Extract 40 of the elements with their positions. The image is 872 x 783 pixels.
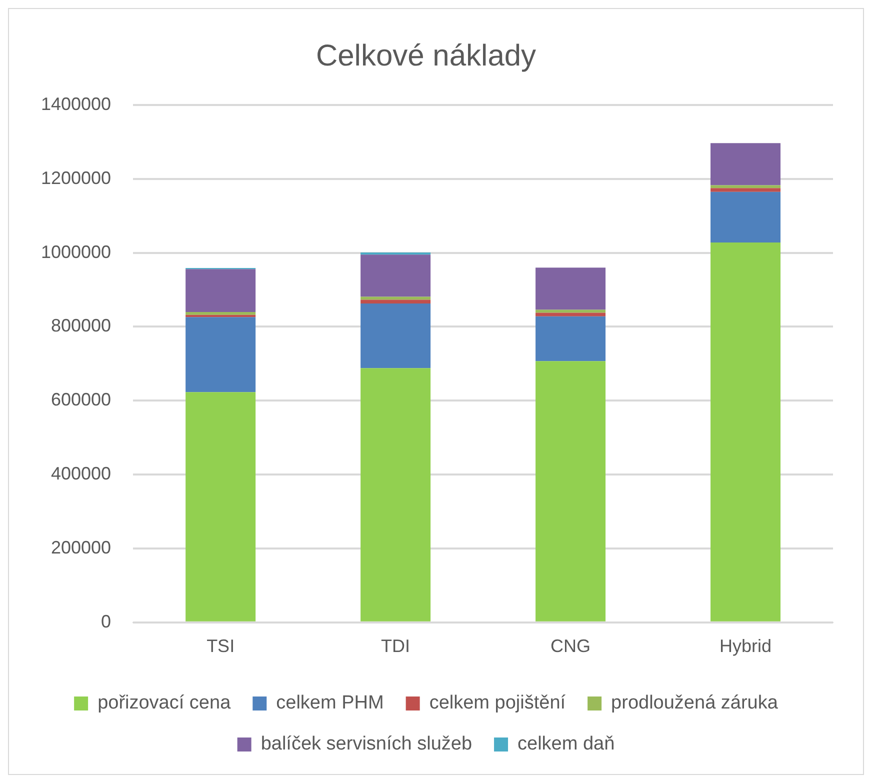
x-tick-label: Hybrid <box>720 636 772 656</box>
bar <box>536 310 606 313</box>
x-tick-label: TSI <box>206 636 235 656</box>
bar <box>360 296 431 300</box>
legend-label: celkem PHM <box>276 692 384 714</box>
legend-label: celkem pojištění <box>429 692 566 714</box>
legend-label: pořizovací cena <box>98 692 232 714</box>
bar <box>536 268 606 310</box>
y-tick-label: 800000 <box>50 316 112 336</box>
bar <box>360 303 431 368</box>
legend-label: celkem daň <box>518 734 615 755</box>
bar <box>536 316 606 362</box>
bar <box>186 392 256 622</box>
y-tick-label: 400000 <box>50 464 112 484</box>
x-tick-label: TDI <box>381 636 410 656</box>
bar <box>536 361 606 622</box>
bar <box>710 185 781 188</box>
x-tick-label: CNG <box>550 636 591 656</box>
chart-title: Celkové náklady <box>316 39 536 72</box>
y-tick-label: 1200000 <box>40 168 112 188</box>
bar <box>186 312 256 315</box>
bar <box>360 254 431 297</box>
y-tick-label: 1000000 <box>40 242 112 262</box>
legend-label: balíček servisních služeb <box>260 734 472 755</box>
bar <box>186 269 256 312</box>
bar <box>360 368 431 622</box>
y-tick-label: 200000 <box>50 537 112 558</box>
bar <box>360 300 431 304</box>
legend-label: prodloužená záruka <box>611 692 778 714</box>
bar <box>710 188 781 192</box>
bar <box>710 143 781 186</box>
bar <box>360 252 431 255</box>
bar <box>186 317 256 392</box>
bar <box>710 242 781 622</box>
bar <box>186 314 256 318</box>
bar <box>710 192 781 242</box>
y-tick-label: 600000 <box>50 390 112 410</box>
y-tick-label: 0 <box>101 611 112 632</box>
y-tick-label: 1400000 <box>40 94 112 114</box>
bar <box>536 312 606 316</box>
